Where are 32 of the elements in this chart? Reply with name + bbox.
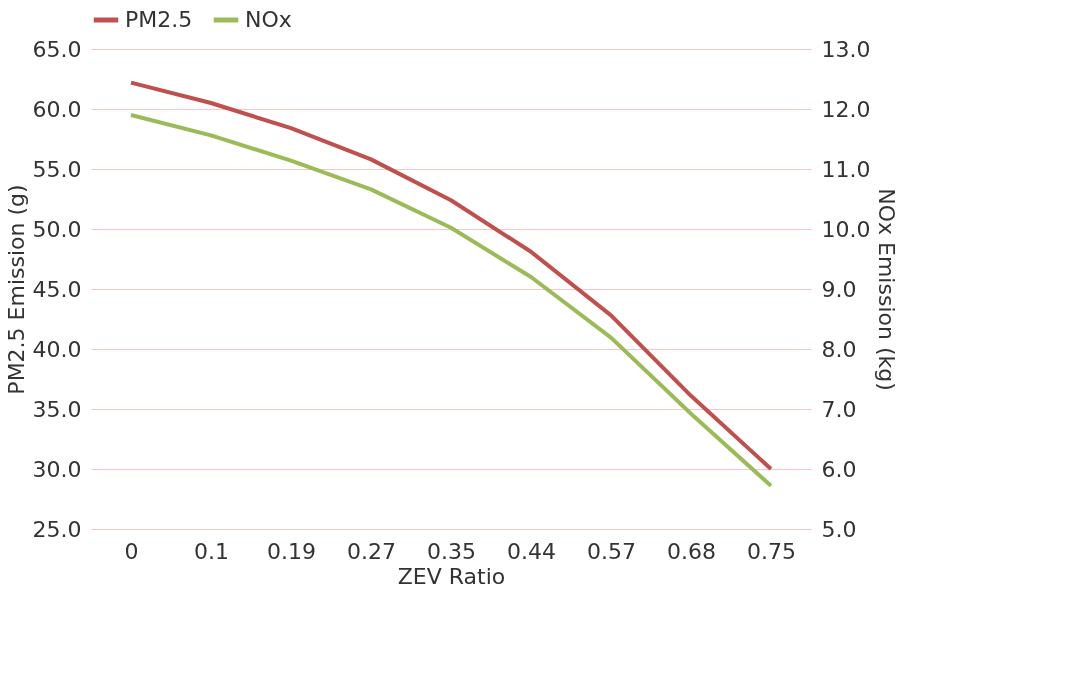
y2-tick-label: 5.0 xyxy=(821,516,857,542)
y2-tick-label: 13.0 xyxy=(821,36,871,62)
x-tick-label: 0.44 xyxy=(507,538,556,564)
y-axis-title: PM2.5 Emission (g) xyxy=(3,184,29,395)
legend-label: PM2.5 xyxy=(125,7,193,32)
y2-axis-title: NOx Emission (kg) xyxy=(874,188,900,391)
y-tick-label: 30.0 xyxy=(32,456,82,482)
x-tick-label: 0.27 xyxy=(347,538,396,564)
y-tick-label: 60.0 xyxy=(32,96,82,122)
x-tick-label: 0.35 xyxy=(427,538,476,564)
y2-tick-label: 6.0 xyxy=(821,456,857,482)
x-tick-label: 0.68 xyxy=(667,538,716,564)
x-tick-label: 0.1 xyxy=(194,538,229,564)
y-tick-label: 50.0 xyxy=(32,216,82,242)
x-tick-label: 0 xyxy=(124,538,139,564)
y-tick-label: 25.0 xyxy=(32,516,82,542)
y-tick-label: 45.0 xyxy=(32,276,82,302)
y-tick-label: 40.0 xyxy=(32,336,82,362)
x-tick-label: 0.57 xyxy=(587,538,636,564)
y2-tick-label: 8.0 xyxy=(821,336,857,362)
y2-tick-label: 11.0 xyxy=(821,156,871,182)
y2-tick-label: 9.0 xyxy=(821,276,857,302)
x-tick-label: 0.19 xyxy=(267,538,316,564)
legend-label: NOx xyxy=(245,7,292,32)
y2-tick-label: 12.0 xyxy=(821,96,871,122)
y-tick-label: 35.0 xyxy=(32,396,82,422)
x-tick-label: 0.75 xyxy=(747,538,796,564)
y2-tick-label: 7.0 xyxy=(821,396,857,422)
y-tick-label: 65.0 xyxy=(32,36,82,62)
x-axis-title: ZEV Ratio xyxy=(397,563,506,589)
y-tick-label: 55.0 xyxy=(32,156,82,182)
y2-tick-label: 10.0 xyxy=(821,216,871,242)
